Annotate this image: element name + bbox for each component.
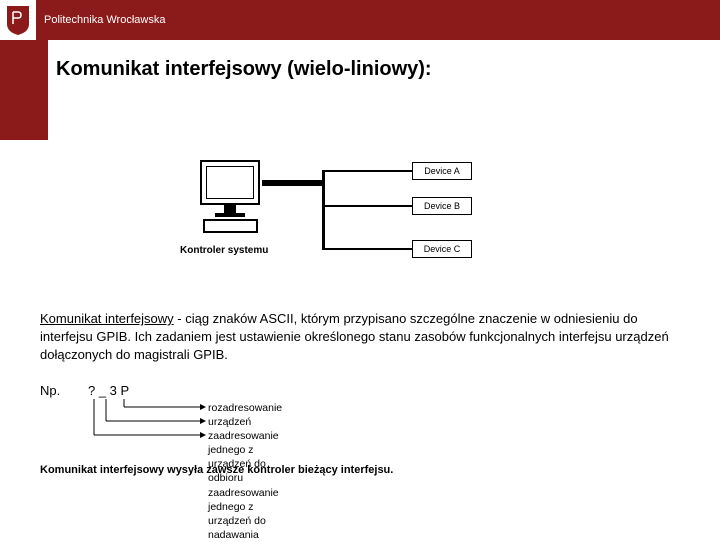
example-label: Np. [40,383,88,402]
bus-branch-a [322,170,412,172]
accent-strip [0,110,48,140]
bus-branch-b [322,205,412,207]
controller-label: Kontroler systemu [180,245,268,256]
explanation-item: zaadresowanie jednego z urządzeń do odbi… [208,429,282,486]
footer-note: Komunikat interfejsowy wysyła zawsze kon… [0,464,720,476]
bus-main [262,180,322,186]
title-bar: Komunikat interfejsowy (wielo-liniowy): [0,40,720,110]
device-b: Device B [412,197,472,215]
explanation-list: rozadresowanie urządzeń zaadresowanie je… [208,401,282,542]
example: Np. ? _ 3 P rozadresowanie urządzeń zaad… [0,383,720,402]
university-logo [0,0,36,40]
explanation-item: rozadresowanie urządzeń [208,401,282,429]
device-c: Device C [412,240,472,258]
explanation-item: zaadresowanie jednego z urządzeń do nada… [208,486,282,542]
bracket-icon [90,399,210,449]
slide-title: Komunikat interfejsowy (wielo-liniowy): [56,58,712,81]
paragraph: Komunikat interfejsowy - ciąg znaków ASC… [0,310,720,365]
title-accent [0,40,48,110]
university-name: Politechnika Wrocławska [44,14,165,26]
header: Politechnika Wrocławska [0,0,720,40]
example-code: ? _ 3 P [88,383,129,398]
paragraph-lead: Komunikat interfejsowy [40,311,174,326]
gpib-diagram: Kontroler systemu Device A Device B Devi… [0,150,720,300]
bus-branch-c [322,248,412,250]
computer-icon [200,160,260,233]
bus-vertical [322,170,325,250]
device-a: Device A [412,162,472,180]
